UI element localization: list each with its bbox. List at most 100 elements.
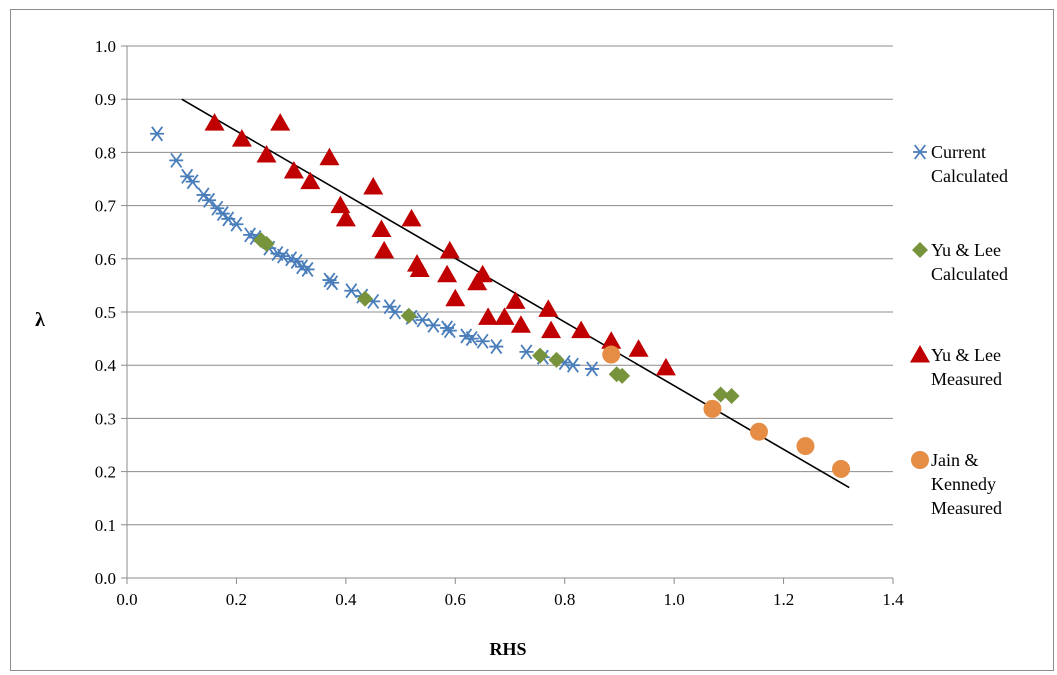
gridlines (127, 45, 893, 526)
asterisk-point (415, 312, 430, 328)
asterisk-point (202, 192, 217, 208)
asterisk-point (185, 174, 200, 190)
triangle-point (283, 161, 304, 179)
diamond-point (357, 290, 374, 307)
triangle-point (538, 299, 559, 317)
diamond-point (548, 351, 565, 368)
chart-frame (10, 9, 1054, 671)
legend-entry: Jain & Kennedy Measured (911, 450, 1002, 518)
y-axis-label: λ (35, 309, 45, 331)
x-tick-label: 0.8 (554, 590, 575, 609)
triangle-point (401, 208, 422, 227)
triangle-point (655, 357, 676, 376)
circle-point (602, 345, 621, 364)
y-tick-label: 0.6 (95, 250, 116, 269)
diamond-point (258, 235, 275, 252)
legend-label: Yu & Lee Calculated (931, 240, 1008, 284)
y-tick-label: 0.2 (95, 463, 116, 482)
triangle-point (494, 307, 515, 325)
y-tick-label: 0.8 (95, 143, 116, 162)
y-tick-label: 0.1 (95, 516, 116, 535)
asterisk-point (388, 304, 403, 320)
x-tick-label: 1.0 (664, 590, 685, 609)
x-tick-label: 0.0 (116, 590, 137, 609)
triangle-point (445, 288, 466, 307)
x-axis-label: RHS (489, 639, 526, 659)
y-tick-label: 0.5 (95, 303, 116, 322)
x-tick-label: 0.2 (226, 590, 247, 609)
diamond-point (400, 307, 417, 324)
series-4 (602, 345, 851, 478)
legend-marker (911, 451, 929, 469)
asterisk-point (150, 126, 165, 142)
legend-marker (910, 345, 930, 363)
triangle-point (505, 291, 526, 309)
legend: Current Calculated Yu & Lee Calculated Yu & … (910, 142, 1008, 518)
triangle-point (300, 171, 321, 190)
asterisk-point (565, 357, 580, 373)
axes (121, 45, 894, 584)
asterisk-point (169, 152, 184, 168)
y-tick-label: 0.4 (95, 356, 117, 375)
asterisk-point (426, 317, 441, 333)
y-tick-label: 1.0 (95, 37, 116, 56)
asterisk-point (344, 283, 359, 299)
x-tick-label: 1.4 (882, 590, 904, 609)
circle-point (832, 459, 851, 478)
x-tick-label: 0.4 (335, 590, 357, 609)
data-points (150, 113, 851, 478)
triangle-point (628, 339, 649, 357)
triangle-point (472, 264, 493, 283)
triangle-point (437, 264, 458, 283)
legend-marker (913, 144, 927, 160)
legend-entry: Yu & Lee Calculated (912, 240, 1008, 284)
triangle-point (371, 219, 392, 238)
triangle-point (439, 240, 460, 259)
triangle-point (335, 208, 356, 227)
legend-marker (912, 242, 928, 258)
y-tick-label: 0.9 (95, 90, 116, 109)
circle-point (796, 437, 815, 456)
asterisk-point (325, 275, 340, 291)
asterisk-point (229, 216, 244, 232)
legend-entry: Current Calculated (913, 142, 1008, 186)
triangle-point (571, 320, 592, 339)
legend-label: Yu & Lee Measured (931, 345, 1002, 389)
triangle-point (231, 129, 252, 147)
diamond-point (723, 388, 740, 405)
triangle-point (363, 176, 384, 195)
circle-point (703, 399, 722, 418)
series-2 (253, 232, 740, 405)
triangle-point (601, 331, 622, 349)
circle-point (749, 422, 768, 441)
asterisk-point (442, 323, 457, 339)
asterisk-point (489, 339, 504, 355)
triangle-point (256, 145, 277, 163)
y-tick-label: 0.7 (95, 197, 117, 216)
y-tick-label: 0.3 (95, 409, 116, 428)
legend-label: Jain & Kennedy Measured (931, 450, 1002, 518)
series-1 (150, 126, 600, 377)
triangle-point (510, 315, 531, 333)
triangle-point (541, 320, 562, 339)
triangle-point (409, 259, 430, 277)
triangle-point (204, 113, 225, 131)
y-tick-label: 0.0 (95, 569, 116, 588)
triangle-point (319, 147, 340, 166)
series-3 (204, 113, 676, 376)
asterisk-point (585, 361, 600, 377)
tick-labels: 0.0 0.1 0.2 0.3 0.4 0.5 0.6 0.7 0.8 0.9 1.0 0.0 0.2 0… (95, 37, 904, 609)
x-tick-label: 1.2 (773, 590, 794, 609)
asterisk-point (519, 344, 534, 360)
triangle-point (478, 307, 499, 325)
triangle-point (330, 195, 351, 214)
triangle-point (270, 113, 291, 131)
diamond-point (712, 386, 729, 403)
legend-label: Current Calculated (931, 142, 1008, 186)
diamond-point (614, 367, 631, 384)
triangle-point (374, 240, 395, 259)
legend-entry: Yu & Lee Measured (910, 345, 1002, 389)
asterisk-point (300, 261, 315, 277)
x-tick-label: 0.6 (445, 590, 466, 609)
